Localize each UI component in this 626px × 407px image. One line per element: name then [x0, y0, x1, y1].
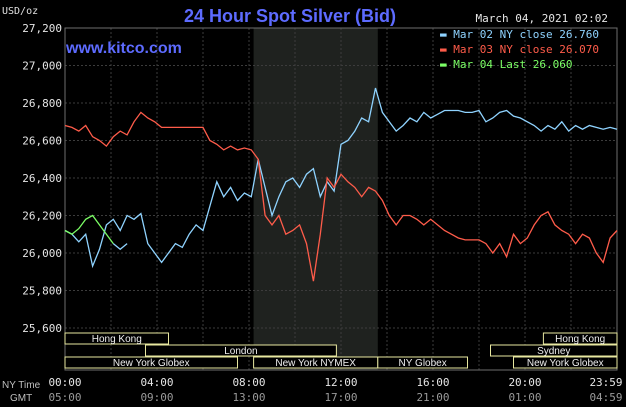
plot-frame — [64, 27, 618, 371]
series-line-0 — [64, 87, 618, 269]
chart-legend: ▬ Mar 02 NY close 26.760 ▬ Mar 03 NY clo… — [440, 27, 599, 72]
session-label: New York Globex — [527, 358, 604, 369]
x-tick-label-ny: 04:00 — [140, 376, 173, 389]
x-tick-label-ny: 23:59 — [589, 376, 622, 389]
session-label: Hong Kong — [555, 334, 605, 345]
session-bar — [542, 332, 618, 345]
y-tick-label: 26,600 — [22, 135, 62, 148]
kitco-site-label: www.kitco.com — [66, 40, 182, 57]
y-axis-unit: USD/oz — [2, 6, 39, 17]
chart-title: 24 Hour Spot Silver (Bid) — [183, 6, 397, 26]
legend-label-mar04: Mar 04 Last 26.060 — [453, 58, 573, 71]
ny-time-row-label: NY Time — [2, 380, 41, 391]
session-bar — [145, 344, 337, 357]
x-tick-label-gmt: 04:59 — [589, 391, 622, 404]
y-tick-label: 27,200 — [22, 22, 62, 35]
session-label: NY Globex — [399, 358, 447, 369]
legend-swatch-mar02: ▬ — [440, 28, 447, 41]
x-tick-label-gmt: 09:00 — [140, 391, 173, 404]
x-tick-label-gmt: 05:00 — [48, 391, 81, 404]
session-label: London — [224, 346, 257, 357]
session-label: Sydney — [537, 346, 570, 357]
x-tick-label-gmt: 01:00 — [508, 391, 541, 404]
y-tick-label: 25,800 — [22, 285, 62, 298]
x-tick-label-ny: 00:00 — [48, 376, 81, 389]
y-tick-label: 26,800 — [22, 97, 62, 110]
x-tick-label-gmt: 21:00 — [416, 391, 449, 404]
y-tick-label: 26,200 — [22, 210, 62, 223]
session-label: New York Globex — [113, 358, 190, 369]
session-bar — [64, 356, 238, 369]
nymex-highlight-band — [253, 28, 378, 370]
x-tick-label-ny: 12:00 — [324, 376, 357, 389]
legend-entry-mar03: ▬ Mar 03 NY close 26.070 — [440, 42, 599, 57]
y-tick-label: 26,400 — [22, 172, 62, 185]
session-bar — [377, 356, 468, 369]
x-tick-label-ny: 16:00 — [416, 376, 449, 389]
legend-swatch-mar04: ▬ — [440, 58, 447, 71]
gmt-row-label: GMT — [10, 393, 32, 404]
y-tick-label: 26,000 — [22, 247, 62, 260]
legend-entry-mar02: ▬ Mar 02 NY close 26.760 — [440, 27, 599, 42]
legend-label-mar03: Mar 03 NY close 26.070 — [453, 43, 599, 56]
series-line-2 — [64, 214, 114, 244]
series-line-3 — [112, 243, 128, 251]
session-label: Hong Kong — [92, 334, 142, 345]
session-bar — [513, 356, 618, 369]
y-tick-label: 27,000 — [22, 60, 62, 73]
legend-swatch-mar03: ▬ — [440, 43, 447, 56]
session-bar — [490, 344, 618, 357]
series-line-1 — [64, 111, 618, 282]
x-tick-label-gmt: 13:00 — [232, 391, 265, 404]
x-tick-label-ny: 08:00 — [232, 376, 265, 389]
y-tick-label: 25,600 — [22, 322, 62, 335]
session-label: New York NYMEX — [275, 358, 356, 369]
legend-label-mar02: Mar 02 NY close 26.760 — [453, 28, 599, 41]
x-tick-label-ny: 20:00 — [508, 376, 541, 389]
chart-timestamp: March 04, 2021 02:02 — [475, 12, 608, 25]
x-tick-label-gmt: 17:00 — [324, 391, 357, 404]
session-bar — [64, 332, 169, 345]
legend-entry-mar04: ▬ Mar 04 Last 26.060 — [440, 57, 599, 72]
